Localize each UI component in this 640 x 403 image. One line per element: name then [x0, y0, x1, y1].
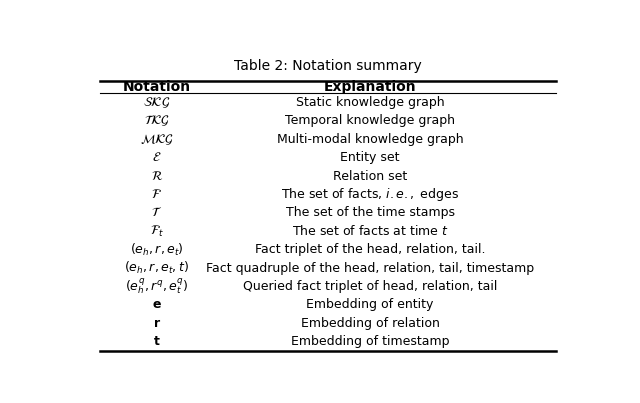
Text: $\mathbf{t}$: $\mathbf{t}$ [153, 335, 161, 348]
Text: $\mathcal{F}_t$: $\mathcal{F}_t$ [150, 224, 164, 239]
Text: Entity set: Entity set [340, 151, 400, 164]
Text: Embedding of entity: Embedding of entity [307, 298, 434, 312]
Text: The set of facts, $\mathit{i.e.,}$ edges: The set of facts, $\mathit{i.e.,}$ edges [281, 186, 460, 203]
Text: Temporal knowledge graph: Temporal knowledge graph [285, 114, 455, 127]
Text: Notation: Notation [123, 80, 191, 94]
Text: Queried fact triplet of head, relation, tail: Queried fact triplet of head, relation, … [243, 280, 497, 293]
Text: Relation set: Relation set [333, 170, 407, 183]
Text: Fact triplet of the head, relation, tail.: Fact triplet of the head, relation, tail… [255, 243, 485, 256]
Text: Embedding of relation: Embedding of relation [301, 317, 440, 330]
Text: $\mathbf{e}$: $\mathbf{e}$ [152, 298, 162, 312]
Text: $\mathcal{F}$: $\mathcal{F}$ [152, 188, 163, 201]
Text: $\mathbf{r}$: $\mathbf{r}$ [153, 317, 161, 330]
Text: $(e_h, r, e_t, t)$: $(e_h, r, e_t, t)$ [124, 260, 189, 276]
Text: $\mathcal{E}$: $\mathcal{E}$ [152, 151, 162, 164]
Text: $\mathcal{TKG}$: $\mathcal{TKG}$ [144, 114, 170, 128]
Text: $(e_h, r, e_t)$: $(e_h, r, e_t)$ [130, 242, 184, 258]
Text: Multi-modal knowledge graph: Multi-modal knowledge graph [277, 133, 463, 146]
Text: $\mathcal{R}$: $\mathcal{R}$ [151, 170, 163, 183]
Text: Embedding of timestamp: Embedding of timestamp [291, 335, 449, 348]
Text: Static knowledge graph: Static knowledge graph [296, 96, 444, 109]
Text: The set of facts at time $t$: The set of facts at time $t$ [292, 224, 449, 238]
Text: The set of the time stamps: The set of the time stamps [285, 206, 454, 220]
Text: Table 2: Notation summary: Table 2: Notation summary [234, 59, 422, 73]
Text: Fact quadruple of the head, relation, tail, timestamp: Fact quadruple of the head, relation, ta… [206, 262, 534, 274]
Text: $\mathcal{T}$: $\mathcal{T}$ [151, 206, 163, 220]
Text: Explanation: Explanation [324, 80, 417, 94]
Text: $\mathcal{SKG}$: $\mathcal{SKG}$ [143, 95, 170, 110]
Text: $\mathcal{MKG}$: $\mathcal{MKG}$ [140, 132, 174, 147]
Text: $(e_h^q, r^q, e_t^q)$: $(e_h^q, r^q, e_t^q)$ [125, 276, 189, 296]
